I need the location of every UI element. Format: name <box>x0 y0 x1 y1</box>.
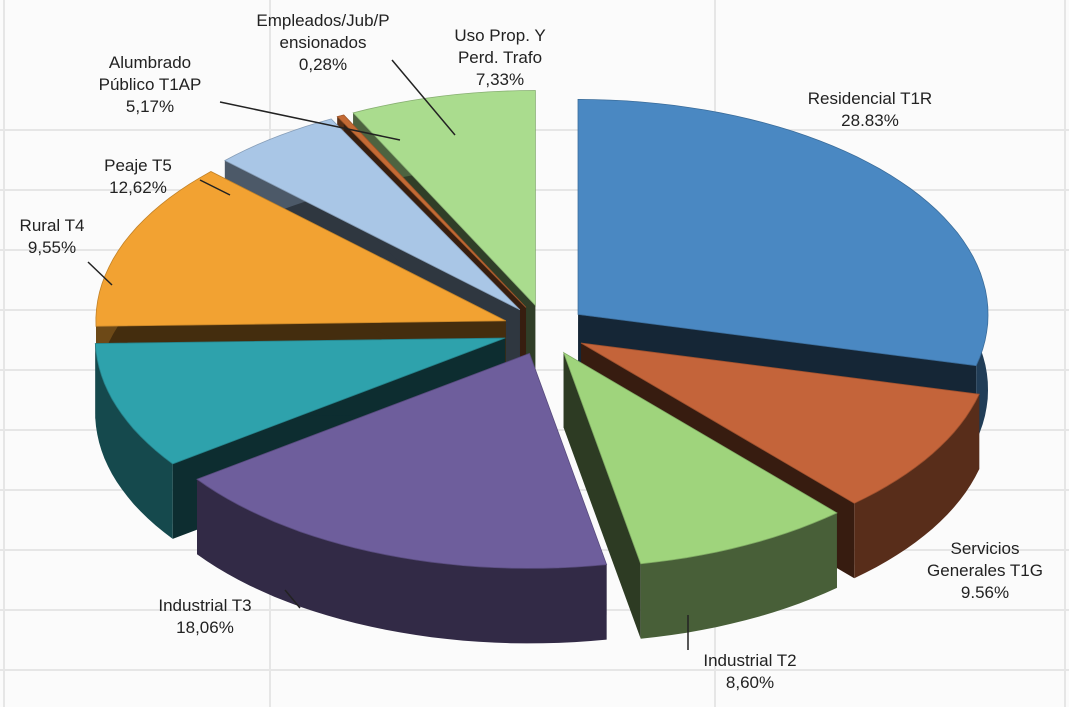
value-label: 7,33% <box>475 70 525 89</box>
data-label: Peaje T5 12,62% <box>88 155 188 199</box>
category-label: Peaje T5 <box>104 156 172 175</box>
slice-top <box>336 114 527 308</box>
data-label: Residencial T1R 28.83% <box>785 88 955 132</box>
category-label: Servicios Generales T1G <box>927 539 1043 580</box>
data-label: Uso Prop. Y Perd. Trafo 7,33% <box>435 25 565 91</box>
pie-slice <box>196 352 608 644</box>
slice-top <box>196 352 608 569</box>
value-label: 9,55% <box>27 238 77 257</box>
leader-line <box>199 179 231 196</box>
data-label: Rural T4 9,55% <box>2 215 102 259</box>
category-label: Residencial T1R <box>807 89 933 108</box>
slice-top <box>95 171 507 327</box>
data-label: Servicios Generales T1G 9.56% <box>925 538 1045 604</box>
data-label: Industrial T3 18,06% <box>130 595 280 639</box>
slice-top <box>562 351 838 565</box>
value-label: 8,60% <box>725 673 775 692</box>
category-label: Empleados/Jub/Pensionados <box>256 11 390 52</box>
slice-top <box>352 90 536 307</box>
leader-line <box>284 589 301 609</box>
value-label: 12,62% <box>109 178 167 197</box>
slice-top <box>577 98 989 367</box>
value-label: 5,17% <box>125 97 175 116</box>
category-label: Alumbrado Público T1AP <box>98 53 202 94</box>
value-label: 0,28% <box>298 55 348 74</box>
slice-top <box>94 337 506 465</box>
slice-outer-wall <box>854 394 980 579</box>
data-label: Empleados/Jub/Pensionados 0,28% <box>253 10 393 76</box>
slice-top <box>580 342 980 504</box>
slice-outer-wall <box>640 512 837 639</box>
category-label: Uso Prop. Y Perd. Trafo <box>454 26 546 67</box>
leader-line <box>87 261 113 286</box>
slice-outer-wall <box>197 479 607 644</box>
leader-line <box>219 101 401 141</box>
value-label: 18,06% <box>176 618 234 637</box>
pie-slice <box>562 351 838 639</box>
leader-line <box>391 59 456 136</box>
category-label: Industrial T3 <box>158 596 252 615</box>
category-label: Industrial T2 <box>703 651 797 670</box>
data-label: Alumbrado Público T1AP 5,17% <box>95 52 205 118</box>
slice-cut-wall <box>563 352 641 639</box>
value-label: 28.83% <box>841 111 899 130</box>
slice-top <box>224 118 521 311</box>
data-label: Industrial T2 8,60% <box>675 650 825 694</box>
value-label: 9.56% <box>960 583 1010 602</box>
slice-outer-wall <box>95 343 173 539</box>
category-label: Rural T4 <box>19 216 85 235</box>
